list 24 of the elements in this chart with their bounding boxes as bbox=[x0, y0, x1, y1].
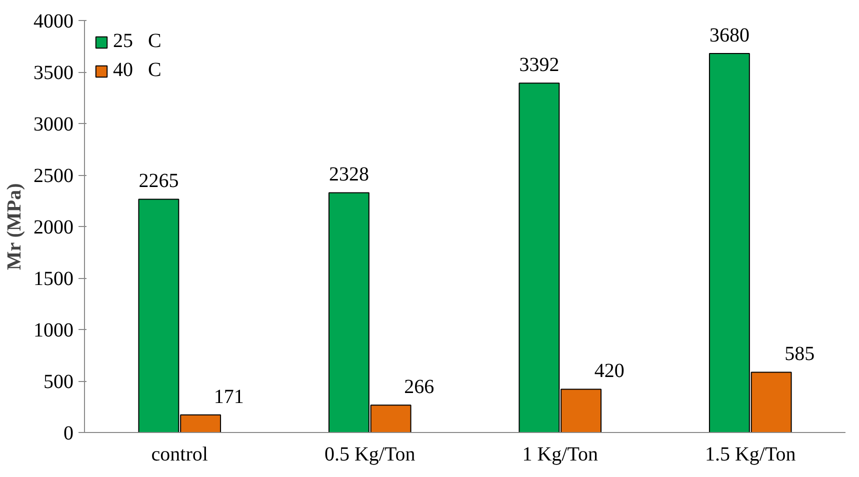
data-label: 420 bbox=[594, 360, 624, 382]
x-tick-label: 1.5 Kg/Ton bbox=[704, 444, 796, 466]
y-tick-label: 3000 bbox=[34, 114, 74, 136]
x-tick-label: control bbox=[151, 444, 208, 466]
x-tick-label: 1 Kg/Ton bbox=[522, 444, 598, 466]
y-tick-label: 2000 bbox=[34, 216, 74, 238]
y-tick-label: 500 bbox=[44, 371, 74, 393]
y-tick-label: 1500 bbox=[34, 268, 74, 290]
y-tick-label: 0 bbox=[64, 422, 74, 444]
data-label: 3680 bbox=[709, 24, 750, 46]
x-tick-label: 0.5 Kg/Ton bbox=[324, 444, 416, 466]
data-label: 585 bbox=[784, 343, 815, 366]
y-tick-label: 4000 bbox=[34, 10, 74, 32]
y-tick-label: 3500 bbox=[34, 62, 74, 84]
data-label: 2328 bbox=[328, 164, 369, 186]
data-label: 266 bbox=[404, 376, 434, 398]
y-axis-title: Mr (MPa) bbox=[4, 183, 26, 270]
y-tick-label: 1000 bbox=[34, 320, 74, 342]
data-label: 2265 bbox=[138, 170, 179, 192]
legend-label: 25 C bbox=[113, 30, 162, 53]
data-label: 171 bbox=[214, 386, 244, 408]
y-tick-label: 2500 bbox=[34, 165, 74, 187]
data-label: 3392 bbox=[519, 54, 560, 76]
legend-label: 40 C bbox=[113, 59, 162, 82]
